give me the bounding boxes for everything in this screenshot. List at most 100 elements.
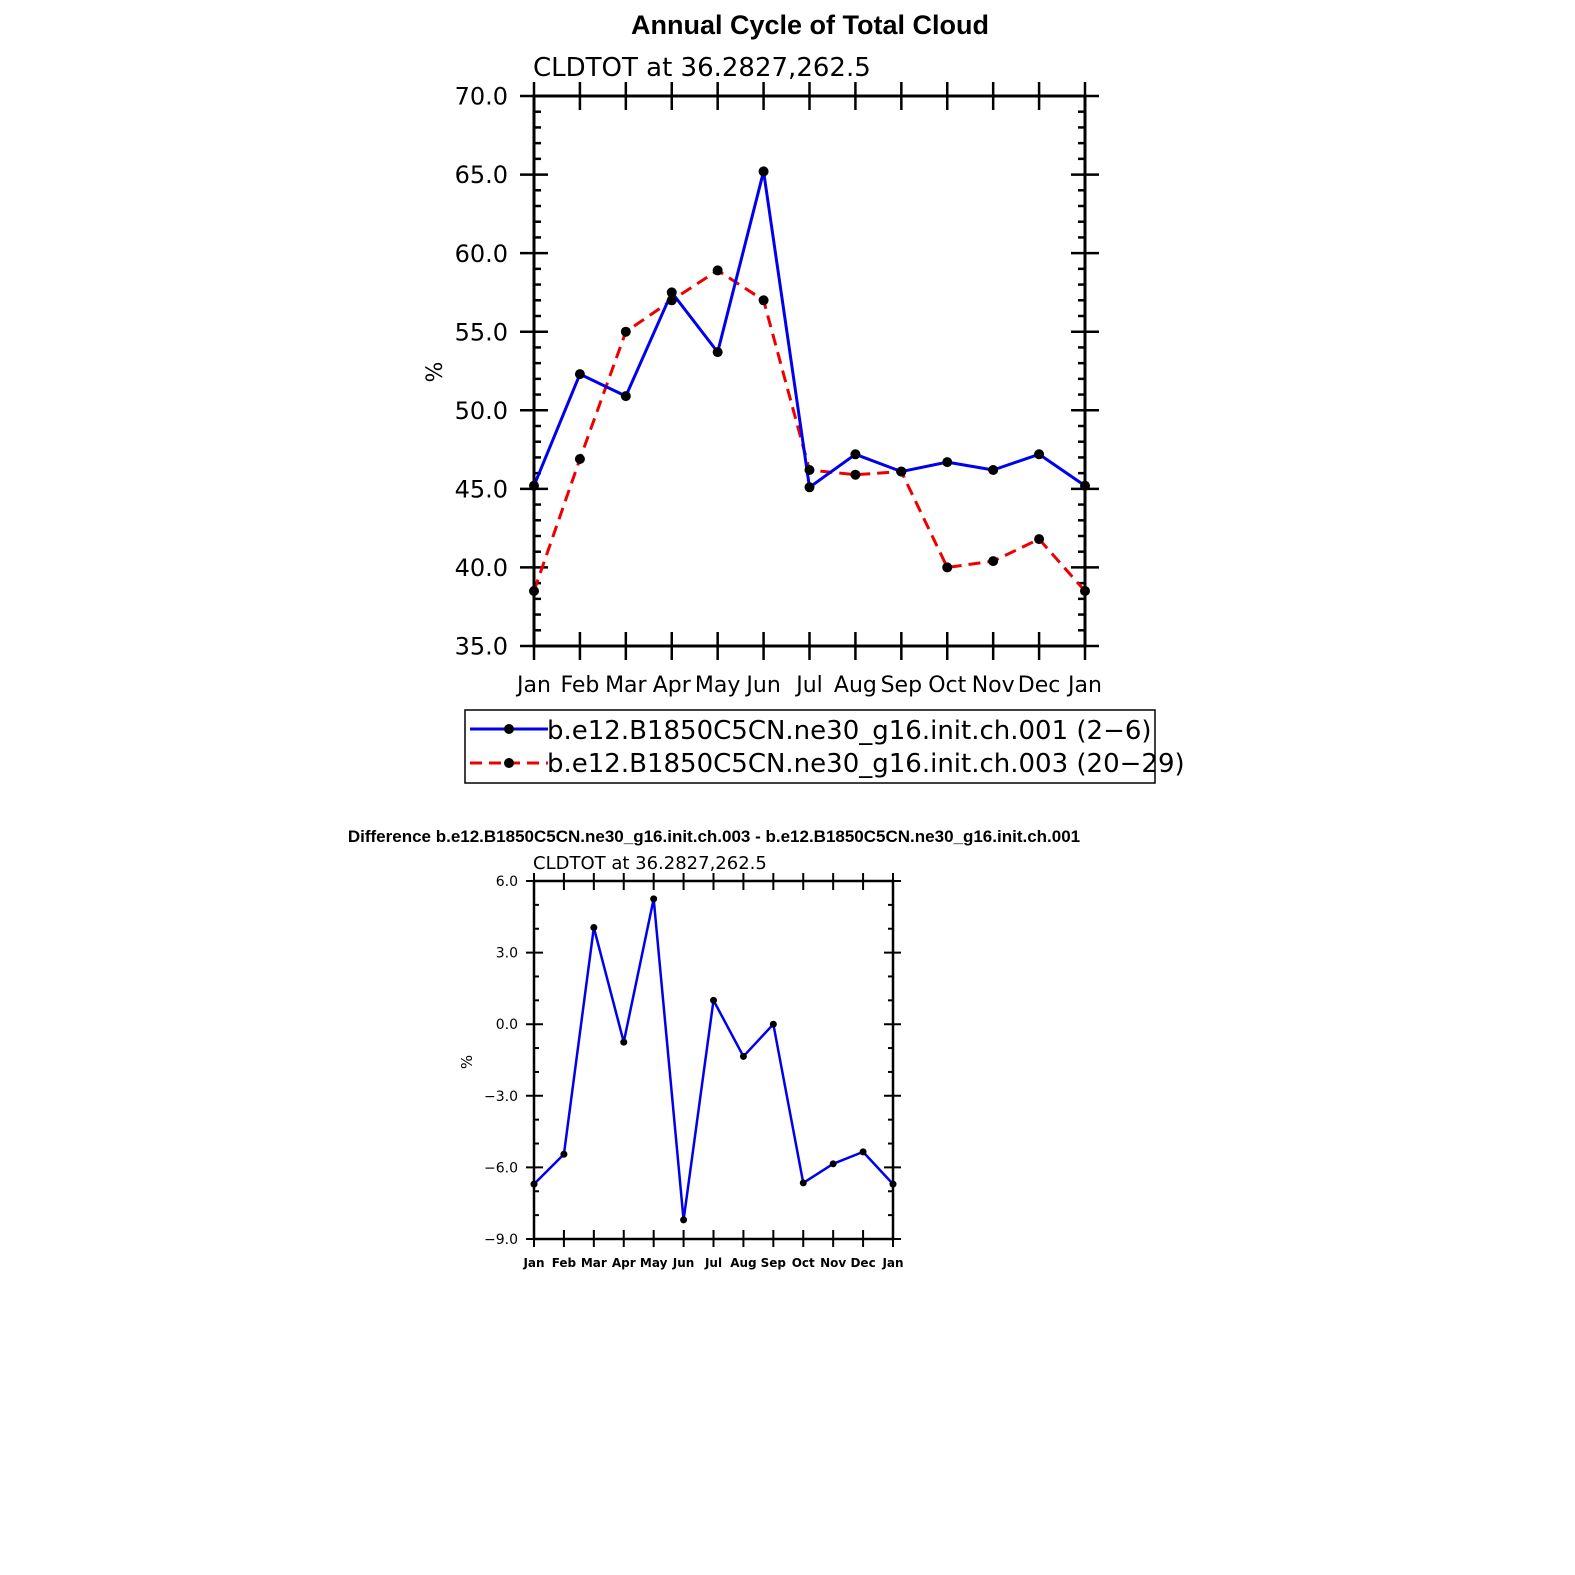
series-1-point [1034, 449, 1045, 460]
series-2-point [666, 295, 677, 306]
legend-label-series-2: b.e12.B1850C5CN.ne30_g16.init.ch.003 (20… [547, 749, 1185, 779]
series-2-point [574, 454, 585, 464]
series-1-point [758, 166, 769, 177]
y-tick-label: 45.0 [455, 475, 508, 503]
series-2-point [712, 265, 723, 276]
legend: b.e12.B1850C5CN.ne30_g16.init.ch.001 (2−… [464, 709, 1185, 784]
series-1-point [739, 1052, 747, 1060]
tick-marks [526, 873, 901, 1247]
series-1-point [620, 391, 631, 402]
y-tick-label: 70.0 [455, 83, 508, 111]
y-tick-labels: 35.0 40.0 45.0 50.0 55.0 60.0 65.0 70.0 [455, 83, 508, 661]
series-line-1 [532, 169, 1086, 489]
x-tick-label: Jan [515, 673, 551, 698]
y-axis-label: % [458, 1055, 476, 1069]
series-1-point [666, 287, 677, 298]
series-1-point [712, 347, 723, 358]
x-tick-label: Mar [605, 673, 647, 698]
series-1-point [799, 1179, 807, 1187]
series-line-2 [532, 268, 1087, 592]
series-2-point [758, 295, 769, 306]
x-tick-label: Sep [881, 673, 922, 698]
legend-entry-series-2: b.e12.B1850C5CN.ne30_g16.init.ch.003 (20… [470, 749, 1185, 779]
series-2-point [850, 469, 861, 480]
x-tick-label: Jan [881, 1256, 903, 1270]
series-1-point [620, 1038, 628, 1046]
difference-chart: Difference b.e12.B1850C5CN.ne30_g16.init… [348, 827, 1080, 1270]
series-2-point [620, 326, 631, 337]
plot-frame [532, 879, 895, 1241]
series-lines [530, 895, 897, 1224]
x-tick-label: Aug [730, 1256, 756, 1270]
series-1-point [942, 457, 953, 468]
legend-box [464, 709, 1156, 784]
y-tick-label: −6.0 [484, 1160, 518, 1176]
series-1-point [850, 449, 861, 460]
series-2-point [988, 556, 999, 567]
x-tick-label: Dec [850, 1256, 875, 1270]
y-tick-label: 35.0 [455, 633, 508, 661]
y-tick-label: 40.0 [455, 554, 508, 582]
x-tick-label: Oct [928, 673, 966, 698]
x-tick-label: Feb [552, 1256, 577, 1270]
series-2-point [896, 466, 907, 477]
series-1-point [988, 465, 999, 475]
x-tick-label: Sep [761, 1256, 787, 1270]
series-1-point [574, 369, 585, 380]
x-tick-label: Jun [672, 1256, 695, 1270]
series-2-point [804, 465, 815, 475]
x-tick-label: May [640, 1256, 668, 1270]
x-tick-label: Mar [581, 1256, 607, 1270]
chart-title: Annual Cycle of Total Cloud [631, 10, 989, 40]
x-tick-label: Feb [560, 673, 599, 698]
series-1-point [680, 1216, 688, 1224]
series-1-point [590, 924, 598, 932]
series-2-point [1034, 534, 1045, 545]
y-tick-label: −9.0 [484, 1232, 518, 1248]
annual-cycle-chart: Annual Cycle of Total Cloud CLDTOT at 36… [423, 10, 1185, 784]
y-tick-label: 3.0 [496, 946, 518, 962]
series-1-point [829, 1160, 837, 1168]
y-tick-label: 60.0 [455, 240, 508, 268]
series-1-point [859, 1148, 867, 1156]
series-line-1 [533, 897, 894, 1222]
legend-label-series-1: b.e12.B1850C5CN.ne30_g16.init.ch.001 (2−… [547, 716, 1152, 746]
x-tick-label: Aug [834, 673, 877, 698]
series-2-point [942, 562, 953, 573]
legend-marker-series-2 [504, 758, 514, 768]
legend-marker-series-1 [504, 724, 514, 734]
x-tick-label: Apr [653, 673, 692, 698]
y-tick-label: 0.0 [496, 1017, 518, 1033]
tick-marks [520, 82, 1099, 660]
x-tick-labels: Jan Feb Mar Apr May Jun Jul Aug Sep Oct Nov Dec Jan [522, 1256, 903, 1270]
x-tick-label: Apr [612, 1256, 636, 1270]
x-tick-label: Nov [972, 673, 1015, 698]
y-tick-label: 6.0 [496, 874, 518, 890]
series-lines [529, 166, 1090, 596]
chart-subtitle: CLDTOT at 36.2827,262.5 [533, 53, 871, 83]
series-1-point [804, 482, 815, 493]
x-tick-label: Nov [820, 1256, 846, 1270]
chart-title: Difference b.e12.B1850C5CN.ne30_g16.init… [348, 827, 1080, 846]
chart-subtitle: CLDTOT at 36.2827,262.5 [533, 853, 767, 874]
plot-frame [532, 94, 1087, 648]
legend-entry-series-1: b.e12.B1850C5CN.ne30_g16.init.ch.001 (2−… [470, 716, 1152, 746]
x-tick-label: Dec [1018, 673, 1061, 698]
x-tick-label: Oct [792, 1256, 815, 1270]
series-1-point [650, 895, 658, 903]
x-tick-label: Jan [1066, 673, 1102, 698]
x-tick-label: Jan [522, 1256, 544, 1270]
series-1-point [769, 1020, 777, 1028]
y-tick-label: 55.0 [455, 318, 508, 346]
y-tick-labels: −9.0 −6.0 −3.0 0.0 3.0 6.0 [484, 874, 518, 1248]
x-tick-label: May [695, 673, 740, 698]
y-axis-label: % [423, 362, 448, 383]
y-tick-label: 65.0 [455, 161, 508, 189]
y-tick-label: 50.0 [455, 397, 508, 425]
series-1-point [710, 996, 717, 1004]
series-1-point [560, 1150, 568, 1158]
x-tick-label: Jul [794, 673, 823, 698]
y-tick-label: −3.0 [484, 1089, 518, 1105]
x-tick-label: Jun [744, 673, 780, 698]
